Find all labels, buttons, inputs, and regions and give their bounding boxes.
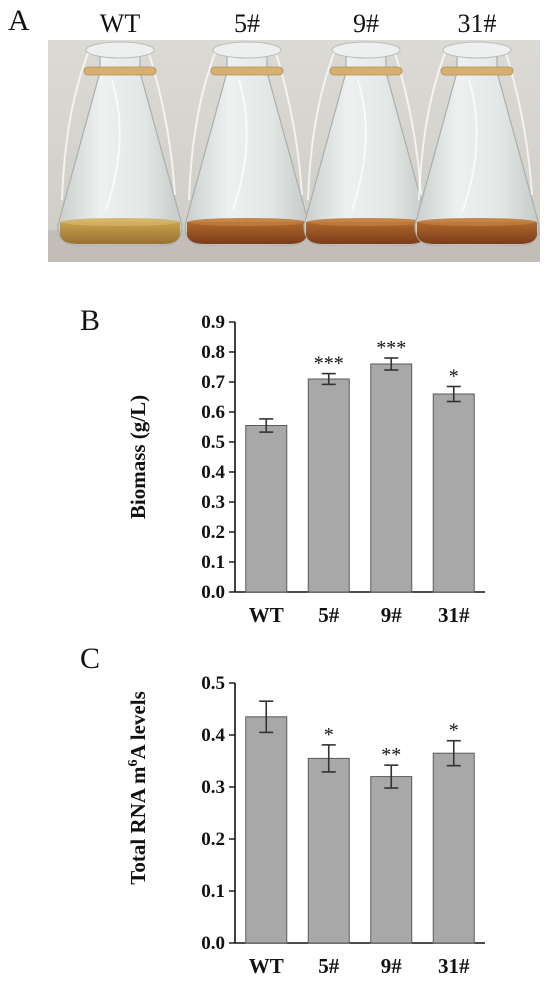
significance-label: ***	[314, 353, 344, 375]
category-label: 31#	[438, 603, 470, 627]
m6a-chart: 0.0 0.1 0.2 0.3 0.4 0.5 WT * 5# ** 9# * 31# Total RNA…	[126, 673, 485, 978]
biomass-chart: 0.00.10.20.30.40.50.60.70.80.9WT***5#***…	[126, 312, 485, 627]
category-label: 9#	[381, 954, 403, 978]
rubber-band	[329, 66, 403, 76]
y-axis-title: Total RNA m6A levels	[126, 691, 150, 885]
significance-label: *	[449, 720, 459, 742]
bar	[432, 752, 475, 944]
flask	[57, 41, 183, 246]
film-top	[331, 41, 401, 59]
bar	[370, 776, 413, 944]
y-tick-label: 0.4	[201, 462, 225, 483]
panel-letter-a: A	[8, 4, 30, 37]
culture-liquid	[306, 222, 426, 244]
photo-label: WT	[100, 9, 141, 38]
category-label: WT	[249, 603, 284, 627]
y-tick-label: 0.2	[201, 522, 225, 543]
category-label: 5#	[318, 954, 340, 978]
film-top	[85, 41, 155, 59]
liquid-surface	[307, 218, 425, 226]
y-tick-label: 0.1	[201, 552, 225, 573]
y-tick-label: 0.4	[201, 725, 225, 746]
photo-label: 9#	[353, 9, 379, 38]
y-tick-label: 0.6	[201, 402, 225, 423]
y-tick-label: 0.2	[201, 829, 225, 850]
bar	[245, 716, 288, 944]
bar	[307, 378, 350, 593]
y-axis-title-part: Total RNA m	[126, 766, 150, 885]
liquid-surface	[61, 218, 179, 226]
category-label: WT	[249, 954, 284, 978]
culture-liquid	[187, 222, 307, 244]
significance-label: ***	[376, 337, 406, 359]
category-label: 9#	[381, 603, 403, 627]
bar	[307, 757, 350, 944]
significance-label: *	[324, 724, 334, 746]
plastic-film	[61, 47, 176, 211]
category-label: 5#	[318, 603, 340, 627]
y-tick-label: 0.7	[201, 372, 225, 393]
y-tick-label: 0.3	[201, 492, 225, 513]
plastic-film	[418, 47, 533, 211]
panel-letter-c: C	[80, 642, 100, 675]
photo-label: 31#	[458, 9, 497, 38]
flask	[303, 41, 429, 246]
photo-label: 5#	[234, 9, 260, 38]
bar	[370, 363, 413, 593]
liquid-surface	[418, 218, 536, 226]
film-top	[212, 41, 282, 59]
y-tick-label: 0.8	[201, 342, 225, 363]
flask	[184, 41, 310, 246]
bar	[432, 393, 475, 593]
panel-letter-b: B	[80, 304, 100, 337]
culture-liquid	[60, 222, 180, 244]
rubber-band	[210, 66, 284, 76]
culture-liquid	[417, 222, 537, 244]
significance-label: *	[449, 366, 459, 388]
y-tick-label: 0.5	[201, 673, 225, 694]
photo-labels: WT 5# 9# 31#	[100, 9, 497, 38]
y-tick-label: 0.0	[201, 933, 225, 954]
y-tick-label: 0.1	[201, 881, 225, 902]
y-tick-label: 0.0	[201, 582, 225, 603]
y-axis-title-superscript: 6	[126, 760, 141, 767]
flask	[414, 41, 540, 246]
significance-label: **	[381, 744, 401, 766]
liquid-surface	[188, 218, 306, 226]
plastic-film	[188, 47, 303, 211]
flask-photo	[48, 40, 540, 262]
y-tick-label: 0.5	[201, 432, 225, 453]
bar	[245, 425, 288, 593]
category-label: 31#	[438, 954, 470, 978]
y-axis-title: Biomass (g/L)	[126, 395, 150, 519]
y-tick-label: 0.9	[201, 312, 225, 333]
rubber-band	[440, 66, 514, 76]
y-axis-title-part: A levels	[126, 691, 150, 759]
y-tick-label: 0.3	[201, 777, 225, 798]
film-top	[442, 41, 512, 59]
rubber-band	[83, 66, 157, 76]
